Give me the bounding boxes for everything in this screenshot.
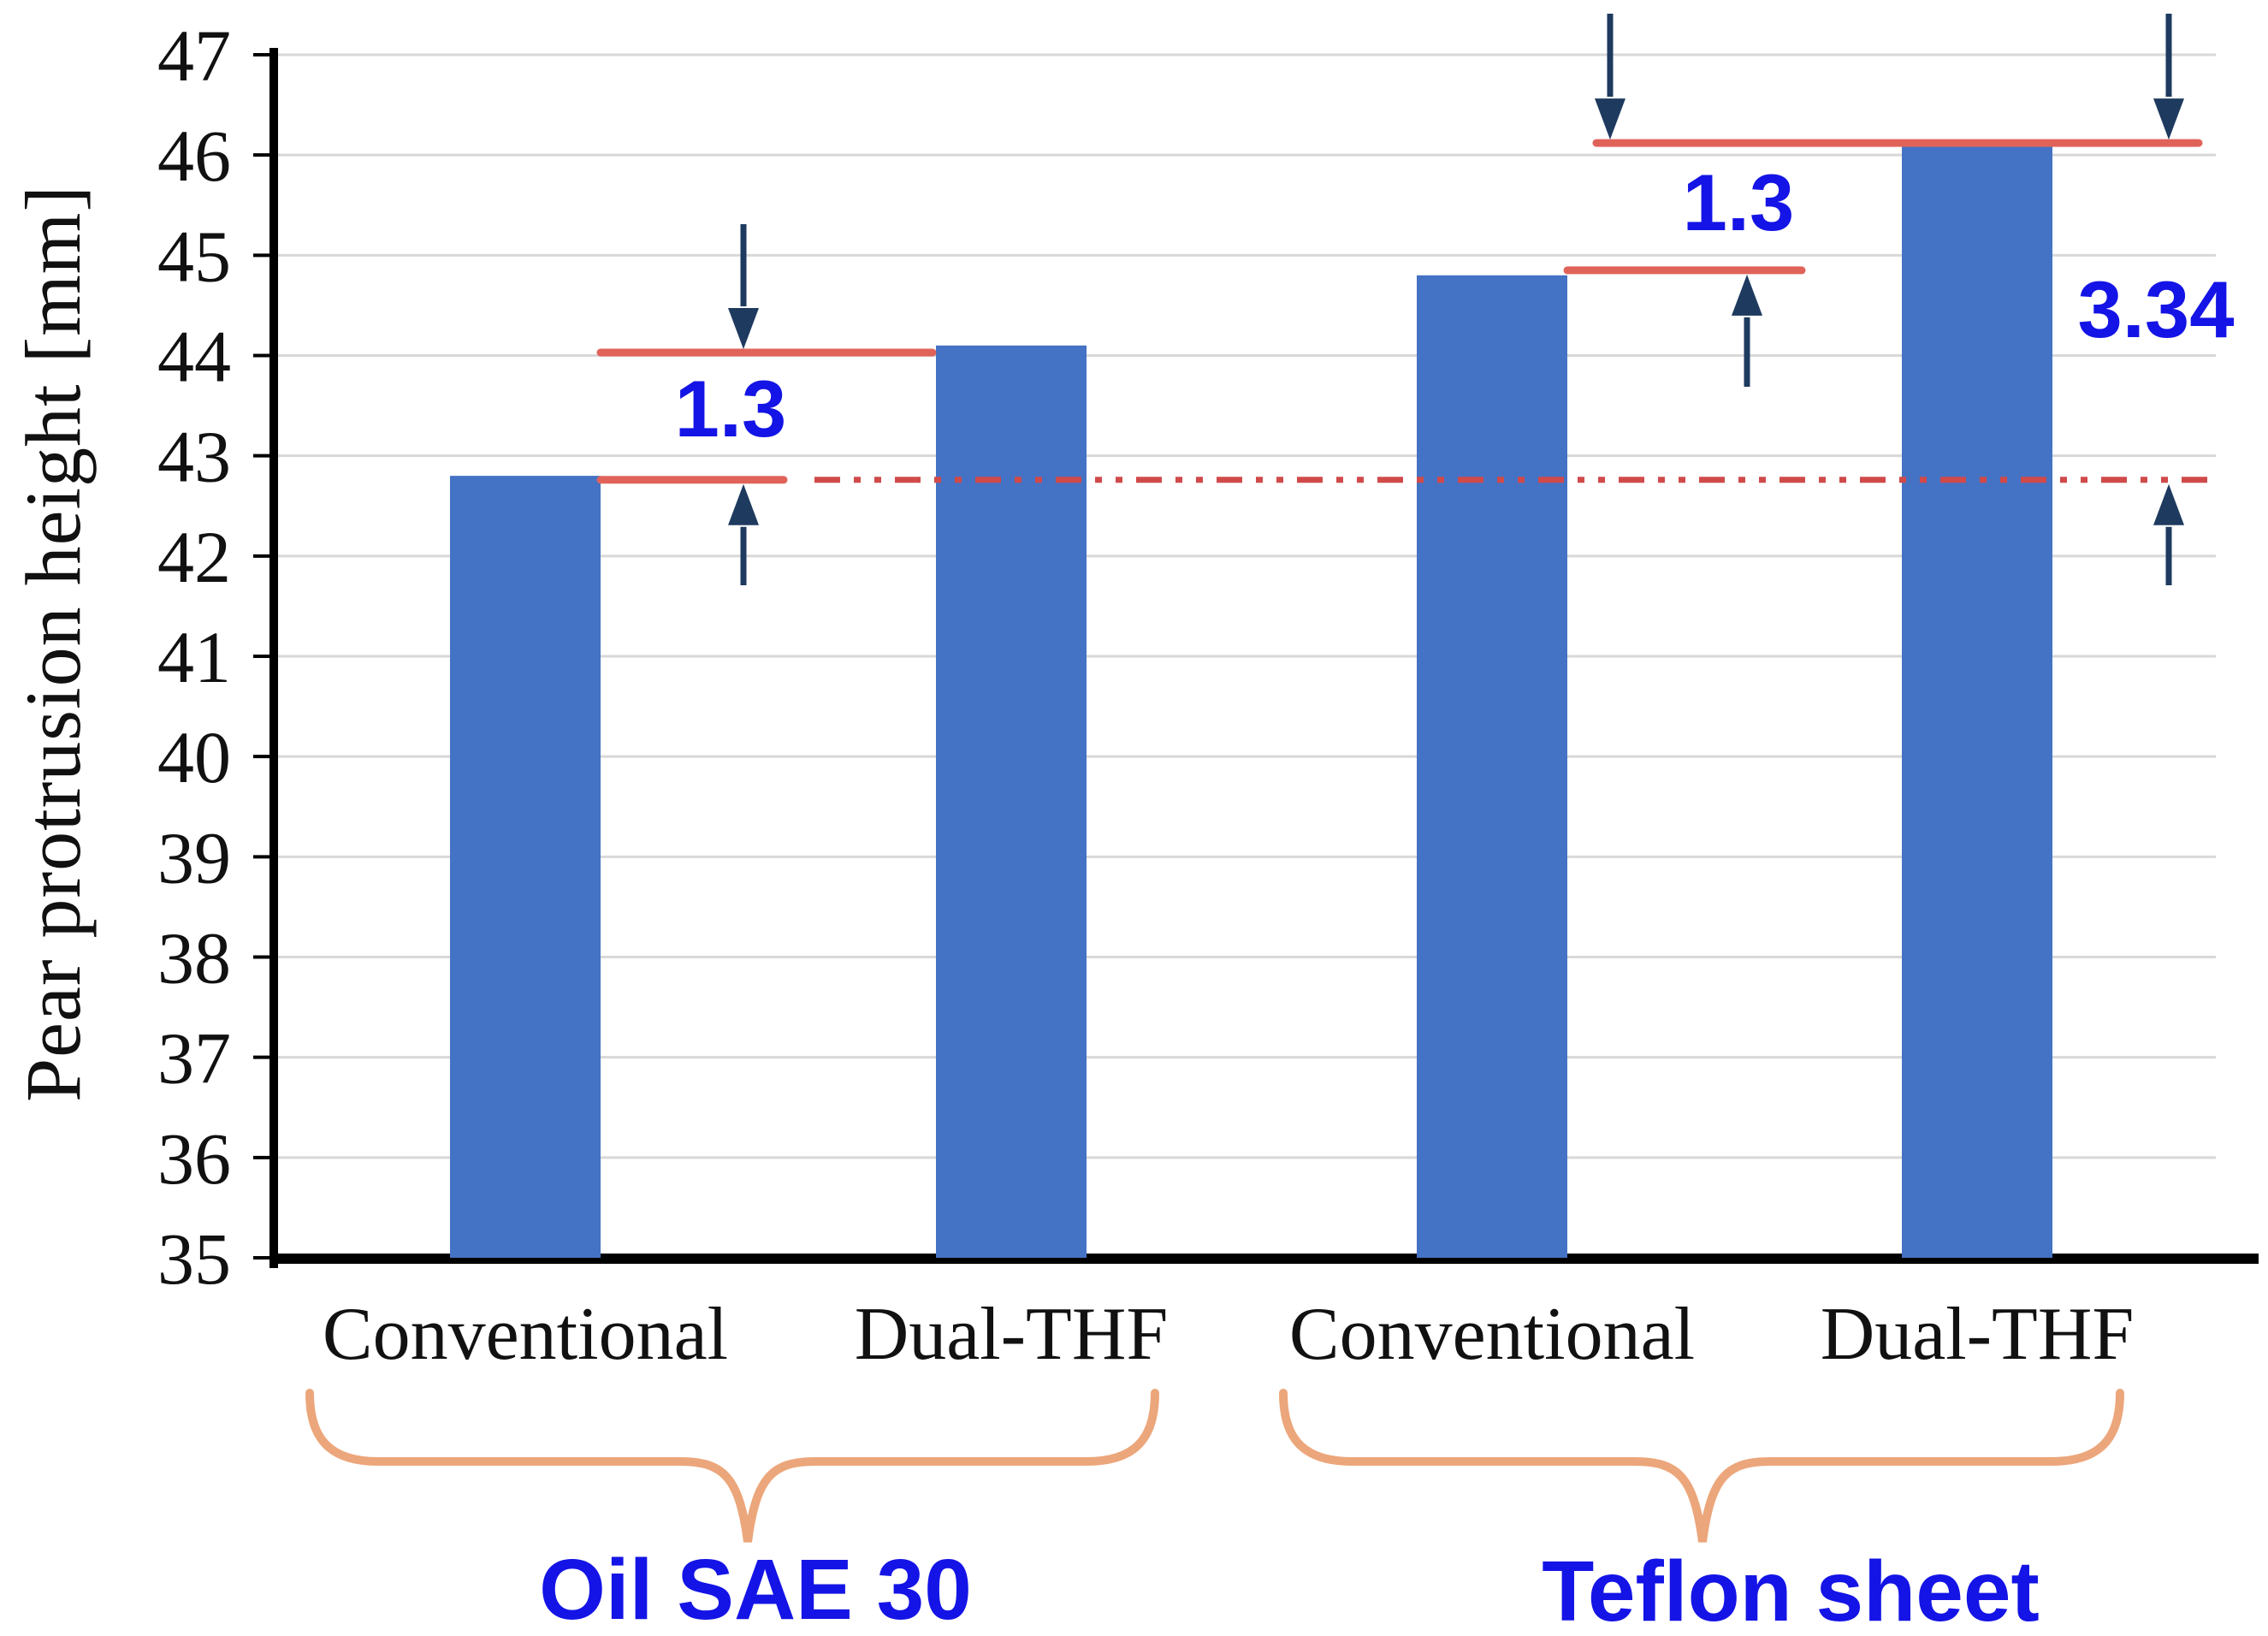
y-tick-label-39: 39	[157, 816, 231, 898]
group-label-oil-sae-30: Oil SAE 30	[539, 1542, 972, 1636]
annotation-value-diff-teflon: 1.3	[1682, 157, 1795, 247]
y-tick-label-36: 36	[157, 1117, 231, 1200]
bar-dualthf-oil	[936, 345, 1087, 1258]
y-tick-label-45: 45	[157, 215, 231, 297]
bar-dualthf-teflon	[1902, 145, 2052, 1259]
up-arrow-oil-icon-head	[728, 483, 759, 525]
up-arrow-oil-icon	[728, 483, 759, 585]
down-arrow-teflon-left-icon-head	[1595, 98, 1625, 140]
y-axis-line	[269, 48, 278, 1268]
y-tick-labels: 35 36 37 38 39 40 41 42 43 44 45 46 47	[157, 15, 231, 1300]
axes	[253, 48, 2259, 1268]
up-arrow-teflon-icon-head	[1732, 274, 1762, 316]
bar-conventional-teflon	[1417, 275, 1567, 1259]
category-label-dualthf-teflon: Dual-THF	[1820, 1293, 2135, 1376]
down-arrow-teflon-right-icon-head	[2153, 98, 2184, 140]
annotations	[596, 14, 2217, 585]
up-arrow-total-diff-icon	[2153, 483, 2184, 585]
category-label-conventional-teflon: Conventional	[1288, 1293, 1696, 1376]
y-tick-label-46: 46	[157, 115, 231, 197]
y-tick-label-37: 37	[157, 1017, 231, 1100]
y-tick-label-38: 38	[157, 917, 231, 999]
y-tick-label-47: 47	[157, 15, 231, 97]
down-arrow-oil-icon-head	[728, 307, 759, 349]
y-tick-label-35: 35	[157, 1218, 231, 1300]
brace-teflon-sheet	[1279, 1389, 2124, 1543]
category-label-conventional-oil: Conventional	[322, 1293, 729, 1376]
brace-oil-sae-30	[305, 1389, 1159, 1543]
down-arrow-teflon-right-icon	[2153, 14, 2184, 140]
y-axis-title: Pear protrusion height [mm]	[9, 184, 97, 1103]
y-tick-label-42: 42	[157, 516, 231, 598]
up-arrow-total-diff-icon-head	[2153, 483, 2184, 525]
bar-conventional-oil	[450, 476, 601, 1258]
y-tick-label-43: 43	[157, 416, 231, 498]
y-tick-label-40: 40	[157, 716, 231, 798]
up-arrow-teflon-icon	[1732, 274, 1762, 387]
bars	[450, 145, 2052, 1259]
category-label-dualthf-oil: Dual-THF	[854, 1293, 1169, 1376]
down-arrow-oil-icon	[728, 224, 759, 349]
annotation-value-total-diff: 3.34	[2077, 264, 2235, 354]
y-tick-label-44: 44	[157, 316, 231, 398]
x-axis-line	[269, 1254, 2259, 1264]
group-braces	[305, 1389, 2124, 1543]
y-tick-label-41: 41	[157, 616, 231, 698]
group-label-teflon-sheet: Teflon sheet	[1542, 1544, 2040, 1636]
down-arrow-teflon-left-icon	[1595, 14, 1625, 140]
annotation-value-diff-oil: 1.3	[674, 364, 787, 453]
